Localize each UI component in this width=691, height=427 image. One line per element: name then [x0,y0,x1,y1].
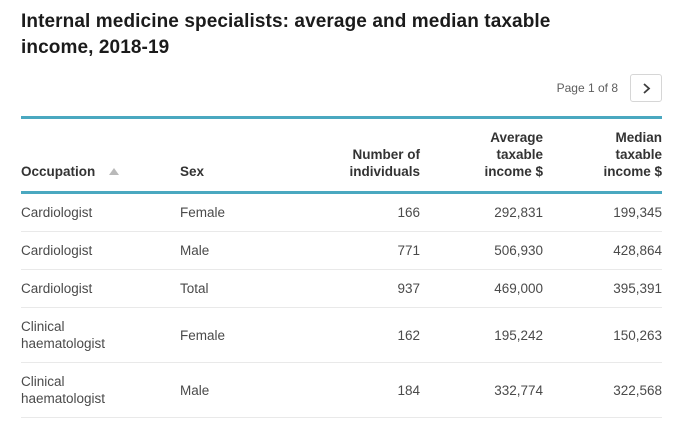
sex-cell: Total [180,269,291,308]
median-income-cell: 150,263 [543,307,662,363]
column-header-individuals[interactable]: Number of individuals [291,116,420,194]
sort-ascending-icon [109,168,120,175]
table-row: Cardiologist Total 937 469,000 395,391 [21,269,662,308]
column-header-average-income[interactable]: Average taxable income $ [420,116,543,194]
table-row: Clinical haematologist Female 162 195,24… [21,307,662,363]
sex-cell: Male [180,231,291,270]
income-table: Occupation Sex Number of individuals Ave… [21,116,662,418]
next-page-button[interactable] [630,74,662,102]
sex-cell: Male [180,362,291,418]
individuals-cell: 166 [291,192,420,232]
sex-cell: Female [180,192,291,232]
median-income-cell: 395,391 [543,269,662,308]
individuals-cell: 184 [291,362,420,418]
occupation-cell: Clinical haematologist [21,362,180,418]
individuals-cell: 162 [291,307,420,363]
median-income-cell: 199,345 [543,192,662,232]
column-header-median-income-label: Median taxable income $ [603,130,662,179]
table-header-row: Occupation Sex Number of individuals Ave… [21,116,662,194]
individuals-cell: 937 [291,269,420,308]
table-row: Clinical haematologist Male 184 332,774 … [21,362,662,418]
column-header-average-income-label: Average taxable income $ [484,130,543,179]
occupation-cell: Clinical haematologist [21,307,180,363]
column-header-individuals-label: Number of individuals [349,147,420,179]
individuals-cell: 771 [291,231,420,270]
median-income-cell: 322,568 [543,362,662,418]
occupation-cell: Cardiologist [21,269,180,308]
average-income-cell: 506,930 [420,231,543,270]
median-income-cell: 428,864 [543,231,662,270]
column-header-occupation[interactable]: Occupation [21,116,180,194]
table-row: Cardiologist Male 771 506,930 428,864 [21,231,662,270]
table-row: Cardiologist Female 166 292,831 199,345 [21,192,662,232]
column-header-sex[interactable]: Sex [180,116,291,194]
pagination: Page 1 of 8 [21,74,662,102]
occupation-cell: Cardiologist [21,231,180,270]
average-income-cell: 332,774 [420,362,543,418]
occupation-cell: Cardiologist [21,192,180,232]
average-income-cell: 292,831 [420,192,543,232]
column-header-median-income[interactable]: Median taxable income $ [543,116,662,194]
average-income-cell: 469,000 [420,269,543,308]
column-header-occupation-label: Occupation [21,164,96,179]
column-header-sex-label: Sex [180,164,205,179]
page-indicator: Page 1 of 8 [556,81,618,95]
average-income-cell: 195,242 [420,307,543,363]
sex-cell: Female [180,307,291,363]
page-title: Internal medicine specialists: average a… [21,11,551,58]
chevron-right-icon [641,82,652,94]
